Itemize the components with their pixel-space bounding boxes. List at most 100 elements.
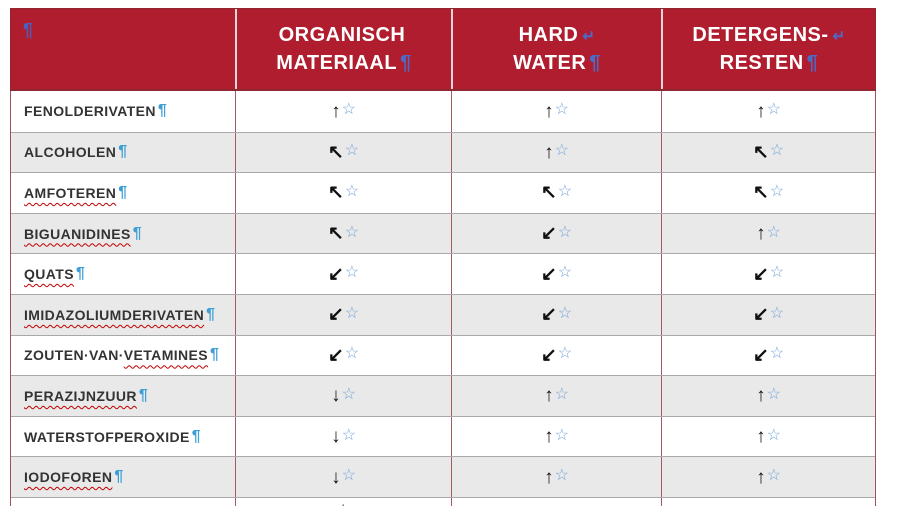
row-label-cell: WATERSTOFPEROXIDE ¶ <box>11 417 235 457</box>
star-icon: ☆ <box>557 182 573 200</box>
pilcrow-mark-icon: ¶ <box>138 386 149 404</box>
row-label-text: ALCOHOLEN <box>24 144 117 161</box>
trend-arrow-icon: ↑ <box>331 100 341 122</box>
row-label-text-misspelled: IODOFOREN <box>24 469 113 486</box>
pilcrow-mark-icon: ¶ <box>114 468 124 486</box>
row-label-cell: PERAZIJNZUUR ¶ <box>11 376 235 416</box>
star-icon: ☆ <box>554 142 569 160</box>
star-icon: ☆ <box>769 264 785 282</box>
row-label-text: WATERSTOFPEROXIDE <box>24 428 190 445</box>
trend-arrow-icon: ↙ <box>540 223 557 245</box>
table-body: FENOLDERIVATEN ¶ ↑ ☆ ↑ ☆ ↑ ☆ ALCOHOLEN ¶ ↖ ☆ ↑… <box>10 91 876 506</box>
hard-water-value-cell <box>451 497 661 506</box>
header-cell-detergens-resten: DETERGENS- ↵ RESTEN ¶ <box>661 9 875 89</box>
trend-arrow-icon: ↙ <box>752 304 769 326</box>
star-icon: ☆ <box>554 101 569 119</box>
detergens-resten-value-cell: ↙ ☆ <box>661 254 875 294</box>
hard-water-value-cell: ↑ ☆ <box>451 416 661 457</box>
row-label-text-misspelled: IMIDAZOLIUMDERIVATEN <box>24 306 205 323</box>
trend-arrow-icon: ↙ <box>540 304 557 326</box>
trend-arrow-icon: ↑ <box>544 141 554 163</box>
star-icon: ☆ <box>766 385 781 403</box>
header-text-line1: ORGANISCH <box>278 24 406 46</box>
star-icon: ☆ <box>344 142 360 160</box>
star-icon: ☆ <box>344 345 360 363</box>
detergens-resten-value-cell: ↖ ☆ <box>661 132 875 173</box>
star-icon: ☆ <box>344 182 360 200</box>
star-icon: ☆ <box>766 426 781 444</box>
pilcrow-mark-icon: ¶ <box>589 52 601 74</box>
hard-water-value-cell: ↙ ☆ <box>451 294 661 335</box>
header-text-line1: HARD <box>518 24 579 46</box>
trend-arrow-icon: ↑ <box>756 223 766 245</box>
header-cell-organisch-materiaal: ORGANISCH MATERIAAL ¶ <box>235 9 451 89</box>
hard-water-value-cell: ↙ ☆ <box>451 254 661 294</box>
pilcrow-mark-icon: ¶ <box>206 305 216 323</box>
trend-arrow-icon: ↑ <box>544 385 554 407</box>
hard-water-value-cell: ↑ ☆ <box>451 91 661 132</box>
trend-arrow-icon: ↑ <box>756 426 766 448</box>
row-label-cell: ZOUTEN·VAN· VETAMINES ¶ <box>11 336 235 376</box>
pilcrow-mark-icon: ¶ <box>400 52 412 74</box>
organisch-materiaal-value-cell: ↑ ☆ <box>235 91 451 132</box>
row-label-text-misspelled: PERAZIJNZUUR <box>24 387 137 404</box>
pilcrow-mark-icon: ¶ <box>75 265 86 283</box>
trend-arrow-icon: ↖ <box>327 223 344 245</box>
trend-arrow-icon: ↓ <box>331 426 341 448</box>
hard-water-value-cell: ↖ ☆ <box>451 173 661 213</box>
star-icon: ☆ <box>344 223 360 241</box>
table-row: IODOFOREN ¶ ↓ ☆ ↑ ☆ ↑ ☆ <box>11 456 875 497</box>
table-row: WATERSTOFPEROXIDE ¶ ↓ ☆ ↑ ☆ ↑ ☆ <box>11 415 875 457</box>
trend-arrow-icon: ↓ <box>338 500 348 506</box>
trend-arrow-icon: ↑ <box>756 466 766 488</box>
trend-arrow-icon: ↑ <box>544 100 554 122</box>
table-row: ↓ <box>11 496 875 506</box>
hard-water-value-cell: ↑ ☆ <box>451 132 661 173</box>
detergens-resten-value-cell: ↑ ☆ <box>661 91 875 132</box>
row-label-text-misspelled: QUATS <box>24 266 74 283</box>
table-row: PERAZIJNZUUR ¶ ↓ ☆ ↑ ☆ ↑ ☆ <box>11 375 875 416</box>
row-label-text: FENOLDERIVATEN <box>24 103 156 120</box>
pilcrow-mark-icon: ¶ <box>118 143 128 161</box>
trend-arrow-icon: ↙ <box>327 304 344 326</box>
organisch-materiaal-value-cell: ↙ ☆ <box>235 335 451 376</box>
organisch-materiaal-value-cell: ↓ ☆ <box>235 416 451 457</box>
line-break-mark-icon: ↵ <box>582 28 596 45</box>
trend-arrow-icon: ↑ <box>756 100 766 122</box>
hard-water-value-cell: ↑ ☆ <box>451 376 661 416</box>
organisch-materiaal-value-cell: ↓ <box>235 497 451 506</box>
trend-arrow-icon: ↖ <box>752 182 769 204</box>
star-icon: ☆ <box>344 264 360 282</box>
trend-arrow-icon: ↓ <box>331 466 341 488</box>
trend-arrow-icon: ↙ <box>540 344 557 366</box>
table-header-row: ¶ ORGANISCH MATERIAAL ¶ HARD ↵ WATER ¶ <box>10 8 876 91</box>
organisch-materiaal-value-cell: ↙ ☆ <box>235 294 451 335</box>
trend-arrow-icon: ↙ <box>327 344 344 366</box>
organisch-materiaal-value-cell: ↓ ☆ <box>235 376 451 416</box>
row-label-cell: QUATS ¶ <box>11 254 235 294</box>
detergens-resten-value-cell: ↑ ☆ <box>661 416 875 457</box>
star-icon: ☆ <box>344 304 360 322</box>
trend-arrow-icon: ↖ <box>327 141 344 163</box>
header-cell-hard-water: HARD ↵ WATER ¶ <box>451 9 661 89</box>
star-icon: ☆ <box>341 385 356 403</box>
star-icon: ☆ <box>554 426 569 444</box>
table-row: FENOLDERIVATEN ¶ ↑ ☆ ↑ ☆ ↑ ☆ <box>11 91 875 132</box>
trend-arrow-icon: ↙ <box>327 263 344 285</box>
row-label-cell: ALCOHOLEN ¶ <box>11 133 235 173</box>
row-label-cell: BIGUANIDINES ¶ <box>11 214 235 254</box>
star-icon: ☆ <box>557 264 573 282</box>
pilcrow-mark-icon: ¶ <box>157 102 168 120</box>
detergens-resten-value-cell: ↑ ☆ <box>661 457 875 497</box>
table-row: IMIDAZOLIUMDERIVATEN ¶ ↙ ☆ ↙ ☆ ↙ ☆ <box>11 293 875 335</box>
table-row: ALCOHOLEN ¶ ↖ ☆ ↑ ☆ ↖ ☆ <box>11 131 875 173</box>
trend-arrow-icon: ↙ <box>752 263 769 285</box>
star-icon: ☆ <box>554 385 569 403</box>
star-icon: ☆ <box>341 426 356 444</box>
organisch-materiaal-value-cell: ↙ ☆ <box>235 254 451 294</box>
disinfectants-influence-table: ¶ ORGANISCH MATERIAAL ¶ HARD ↵ WATER ¶ <box>10 8 876 506</box>
header-corner-cell: ¶ <box>11 9 235 89</box>
trend-arrow-icon: ↙ <box>540 263 557 285</box>
table-row: ZOUTEN·VAN· VETAMINES ¶ ↙ ☆ ↙ ☆ ↙ ☆ <box>11 334 875 376</box>
